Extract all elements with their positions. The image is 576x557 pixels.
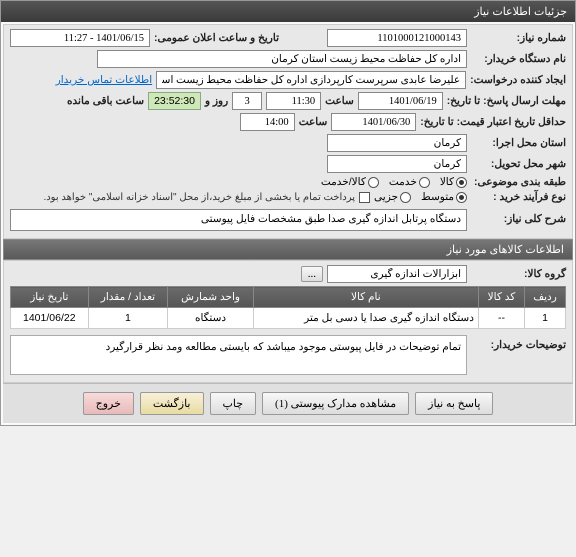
radio-dot-icon — [456, 192, 467, 203]
validity-label: حداقل تاریخ اعتبار قیمت: تا تاریخ: — [420, 116, 566, 128]
th-name: نام کالا — [253, 287, 478, 308]
validity-date-field[interactable] — [331, 113, 416, 131]
announce-label: تاریخ و ساعت اعلان عمومی: — [154, 32, 279, 44]
td-code: -- — [478, 308, 524, 329]
radio-dot-icon — [400, 192, 411, 203]
exec-province-label: استان محل اجرا: — [471, 137, 566, 149]
content-area: شماره نیاز: تاریخ و ساعت اعلان عمومی: نا… — [1, 22, 575, 425]
validity-time-field[interactable] — [240, 113, 295, 131]
row-validity: حداقل تاریخ اعتبار قیمت: تا تاریخ: ساعت — [10, 113, 566, 131]
row-exec-province: استان محل اجرا: — [10, 134, 566, 152]
days-field[interactable] — [232, 92, 262, 110]
radio-gs-label: کالا/خدمت — [321, 176, 366, 188]
buyer-desc-box[interactable]: تمام توضیحات در فایل پیوستی موجود میباشد… — [10, 335, 467, 375]
radio-dot-icon — [456, 177, 467, 188]
th-code: کد کالا — [478, 287, 524, 308]
time-label-1: ساعت — [325, 95, 354, 107]
td-row: 1 — [525, 308, 566, 329]
process-radio-group: متوسط جزیی — [374, 191, 467, 203]
window-titlebar: جزئیات اطلاعات نیاز — [1, 1, 575, 22]
row-deadline: مهلت ارسال پاسخ: تا تاریخ: ساعت روز و 23… — [10, 92, 566, 110]
remain-label: ساعت باقی مانده — [67, 95, 144, 107]
row-desc: شرح کلی نیاز: دستگاه پرتابل اندازه گیری … — [10, 209, 566, 231]
desc-textarea[interactable]: دستگاه پرتابل اندازه گیری صدا طبق مشخصات… — [10, 209, 467, 231]
subject-radio-group: کالا خدمت کالا/خدمت — [321, 176, 467, 188]
th-unit: واحد شمارش — [168, 287, 253, 308]
main-window: جزئیات اطلاعات نیاز شماره نیاز: تاریخ و … — [0, 0, 576, 426]
radio-goods[interactable]: کالا — [440, 176, 467, 188]
row-deliv-city: شهر محل تحویل: — [10, 155, 566, 173]
partial-note: پرداخت تمام یا بخشی از مبلغ خرید،از محل … — [43, 192, 355, 203]
row-creator: ایجاد کننده درخواست: اطلاعات تماس خریدار — [10, 71, 566, 89]
th-row: ردیف — [525, 287, 566, 308]
creator-field[interactable] — [156, 71, 466, 89]
countdown-badge: 23:52:30 — [148, 92, 201, 110]
td-date: 1401/06/22 — [11, 308, 89, 329]
td-name: دستگاه اندازه گیری صدا یا دسی بل متر — [253, 308, 478, 329]
th-qty: تعداد / مقدار — [88, 287, 168, 308]
group-field[interactable] — [327, 265, 467, 283]
table-header-row: ردیف کد کالا نام کالا واحد شمارش تعداد /… — [11, 287, 566, 308]
announce-field[interactable] — [10, 29, 150, 47]
need-no-label: شماره نیاز: — [471, 32, 566, 44]
row-group: گروه کالا: ... — [10, 265, 566, 283]
radio-goods-label: کالا — [440, 176, 454, 188]
radio-mid[interactable]: جزیی — [374, 191, 411, 203]
goods-table: ردیف کد کالا نام کالا واحد شمارش تعداد /… — [10, 286, 566, 329]
row-buyer-desc: توضیحات خریدار: تمام توضیحات در فایل پیو… — [10, 335, 566, 375]
goods-section-header: اطلاعات کالاهای مورد نیاز — [3, 239, 573, 260]
radio-service-label: خدمت — [389, 176, 417, 188]
radio-service[interactable]: خدمت — [389, 176, 430, 188]
print-button[interactable]: چاپ — [210, 392, 257, 415]
deliv-city-field[interactable] — [327, 155, 467, 173]
process-label: نوع فرآیند خرید : — [471, 191, 566, 203]
radio-dot-icon — [419, 177, 430, 188]
group-label: گروه کالا: — [471, 268, 566, 280]
buyer-field[interactable] — [97, 50, 467, 68]
td-unit: دستگاه — [168, 308, 253, 329]
exec-province-field[interactable] — [327, 134, 467, 152]
radio-low-label: متوسط — [421, 191, 454, 203]
deliv-city-label: شهر محل تحویل: — [471, 158, 566, 170]
need-no-field[interactable] — [327, 29, 467, 47]
attachments-button[interactable]: مشاهده مدارک پیوستی (1) — [262, 392, 409, 415]
radio-mid-label: جزیی — [374, 191, 398, 203]
window-title: جزئیات اطلاعات نیاز — [474, 6, 567, 18]
time-label-2: ساعت — [299, 116, 328, 128]
radio-goods-service[interactable]: کالا/خدمت — [321, 176, 379, 188]
subject-cat-label: طبقه بندی موضوعی: — [471, 176, 566, 188]
checkbox-treasury[interactable] — [359, 192, 370, 203]
form-main: شماره نیاز: تاریخ و ساعت اعلان عمومی: نا… — [3, 24, 573, 239]
goods-form: گروه کالا: ... ردیف کد کالا نام کالا واح… — [3, 260, 573, 383]
deadline-date-field[interactable] — [358, 92, 443, 110]
desc-label: شرح کلی نیاز: — [471, 209, 566, 225]
row-subject-cat: طبقه بندی موضوعی: کالا خدمت کالا/خدمت — [10, 176, 566, 188]
row-buyer: نام دستگاه خریدار: — [10, 50, 566, 68]
row-need-no: شماره نیاز: تاریخ و ساعت اعلان عمومی: — [10, 29, 566, 47]
respond-button[interactable]: پاسخ به نیاز — [415, 392, 493, 415]
buyer-label: نام دستگاه خریدار: — [471, 53, 566, 65]
table-row[interactable]: 1 -- دستگاه اندازه گیری صدا یا دسی بل مت… — [11, 308, 566, 329]
radio-dot-icon — [368, 177, 379, 188]
deadline-time-field[interactable] — [266, 92, 321, 110]
exit-button[interactable]: خروج — [83, 392, 134, 415]
radio-low[interactable]: متوسط — [421, 191, 467, 203]
footer-buttons: پاسخ به نیاز مشاهده مدارک پیوستی (1) چاپ… — [3, 383, 573, 423]
buyer-desc-label: توضیحات خریدار: — [471, 335, 566, 351]
back-button[interactable]: بازگشت — [140, 392, 204, 415]
th-date: تاریخ نیاز — [11, 287, 89, 308]
day-label: روز و — [205, 95, 228, 107]
deadline-label: مهلت ارسال پاسخ: تا تاریخ: — [447, 95, 566, 107]
ellipsis-button[interactable]: ... — [301, 266, 323, 282]
td-qty: 1 — [88, 308, 168, 329]
contact-link[interactable]: اطلاعات تماس خریدار — [56, 74, 152, 86]
creator-label: ایجاد کننده درخواست: — [470, 74, 566, 86]
row-process: نوع فرآیند خرید : متوسط جزیی پرداخت تمام… — [10, 191, 566, 203]
